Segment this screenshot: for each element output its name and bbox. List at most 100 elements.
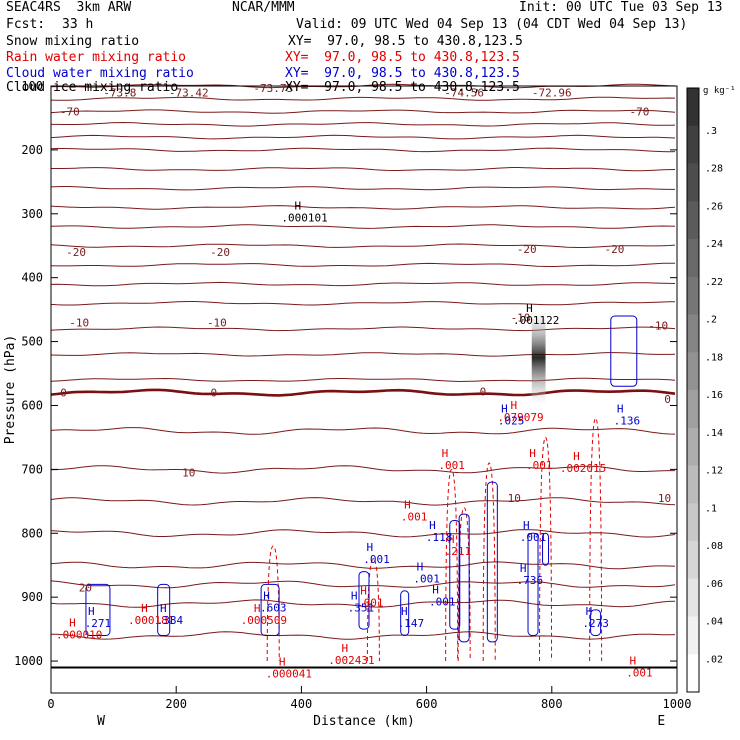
x-tick-label: 0 <box>47 697 54 711</box>
maximum-value-label: .000181 <box>128 614 174 627</box>
colorbar-segment <box>687 125 699 164</box>
x-end-label-west: W <box>97 714 105 729</box>
maximum-marker: H <box>442 447 449 460</box>
valid-label: Valid: 09 UTC Wed 04 Sep 13 (04 CDT Wed … <box>296 17 688 32</box>
maximum-marker: H <box>429 519 436 532</box>
temperature-contour <box>50 147 676 153</box>
temperature-label: -70 <box>60 106 80 119</box>
colorbar-tick-label: .26 <box>705 201 723 212</box>
x-tick-label: 1000 <box>663 697 692 711</box>
maximum-value-label: .001 <box>363 553 390 566</box>
temperature-label: -20 <box>210 246 230 259</box>
rain-contour <box>266 545 280 662</box>
x-tick-label: 400 <box>291 697 313 711</box>
maximum-value-label: .001 <box>626 667 653 680</box>
temperature-label: -73.73 <box>253 82 293 95</box>
init-label: Init: 00 UTC Tue 03 Sep 13 <box>519 0 723 15</box>
y-tick-label: 500 <box>21 335 43 349</box>
cloud-water-contour <box>85 583 111 636</box>
field-xy-cloud-water: XY= 97.0, 98.5 to 430.8,123.5 <box>285 66 520 81</box>
colorbar-segment <box>687 616 699 655</box>
temperature-contour <box>50 529 676 538</box>
temperature-label: 10 <box>182 467 195 480</box>
temperature-contour <box>50 243 676 248</box>
colorbar-segment <box>687 390 699 429</box>
colorbar-segment <box>687 654 699 693</box>
rain-contour <box>482 462 496 662</box>
maximum-value-label: .001 <box>438 459 465 472</box>
rain-contour <box>366 558 380 662</box>
temperature-contour <box>50 205 676 210</box>
maximum-marker: H <box>586 605 593 618</box>
temperature-contour <box>50 224 676 229</box>
maximum-value-label: .002431 <box>328 654 374 667</box>
colorbar-tick-label: .12 <box>705 466 723 477</box>
field-xy-cloud-ice: XY= 97.0, 98.5 to 430.8,123.5 <box>285 80 520 95</box>
colorbar-unit: g kg⁻¹ <box>703 86 736 96</box>
y-tick-label: 300 <box>21 207 43 221</box>
temperature-label: 0 <box>60 387 67 400</box>
temperature-label: -20 <box>604 243 624 256</box>
colorbar-tick-label: .22 <box>705 277 723 288</box>
colorbar-segment <box>687 465 699 504</box>
rain-contour <box>589 417 603 662</box>
y-axis-title: Pressure (hPa) <box>3 335 18 445</box>
model-label: SEAC4RS 3km ARW <box>6 0 132 15</box>
maximum-marker: H <box>523 519 530 532</box>
rain-contour <box>539 436 553 662</box>
maximum-value-label: .000041 <box>266 667 312 680</box>
maximum-value-label: .001 <box>413 573 440 586</box>
cloud-water-contour <box>260 583 280 636</box>
y-tick-label: 600 <box>21 398 43 412</box>
maximum-value-label: .000010 <box>56 628 102 641</box>
cloud-water-contour <box>157 583 171 636</box>
maximum-value-label: .025 <box>498 414 525 427</box>
maximum-value-label: .001 <box>520 531 547 544</box>
maximum-marker: H <box>573 450 580 463</box>
maximum-value-label: .001 <box>401 511 428 524</box>
maximum-marker: H <box>511 399 518 412</box>
maximum-value-label: .002015 <box>560 462 606 475</box>
temperature-label: 20 <box>79 582 92 595</box>
maximum-value-label: .147 <box>398 617 425 630</box>
maximum-marker: H <box>448 533 455 546</box>
temperature-label: 0 <box>480 385 487 398</box>
plot-frame <box>50 85 678 694</box>
y-tick-label: 400 <box>21 271 43 285</box>
temperature-label: -74.56 <box>444 86 484 99</box>
fcst-label: Fcst: <box>6 17 46 32</box>
maximum-marker: H <box>141 602 148 615</box>
field-label-cloud-ice: Cloud ice mixing ratio <box>6 80 179 95</box>
x-tick-label: 200 <box>165 697 187 711</box>
temperature-contour <box>50 599 676 608</box>
y-tick-label: 900 <box>21 590 43 604</box>
y-tick-label: 700 <box>21 462 43 476</box>
cloud-water-contour <box>400 590 410 636</box>
temperature-label: 0 <box>664 393 671 406</box>
colorbar-segment <box>687 201 699 240</box>
maximum-marker: H <box>432 584 439 597</box>
temperature-contour <box>50 134 676 140</box>
colorbar-tick-label: .16 <box>705 390 723 401</box>
maximum-marker: H <box>69 616 76 629</box>
temperature-label: -72.96 <box>532 86 572 99</box>
maximum-value-label: .000509 <box>241 614 287 627</box>
temperature-contour <box>50 377 676 383</box>
temperature-label: -70 <box>630 106 650 119</box>
maximum-value-label: .736 <box>517 574 544 587</box>
x-tick-label: 600 <box>416 697 438 711</box>
y-tick-label: 1000 <box>14 654 43 668</box>
temperature-contour <box>50 580 676 589</box>
temperature-contour <box>50 352 676 357</box>
colorbar: .3 .28 .26 .24 .22 .2 .18 .16 .14 .12 .1 .08 .06 .04.… <box>686 86 736 693</box>
maximum-value-label: .273 <box>582 617 609 630</box>
maximum-marker: H <box>629 655 636 668</box>
cloud-water-contour <box>527 532 539 636</box>
field-xy-rain: XY= 97.0, 98.5 to 430.8,123.5 <box>285 50 520 65</box>
maximum-marker: H <box>367 541 374 554</box>
x-end-label-east: E <box>657 714 665 729</box>
colorbar-segment <box>687 503 699 542</box>
temperature-contour <box>50 326 676 332</box>
